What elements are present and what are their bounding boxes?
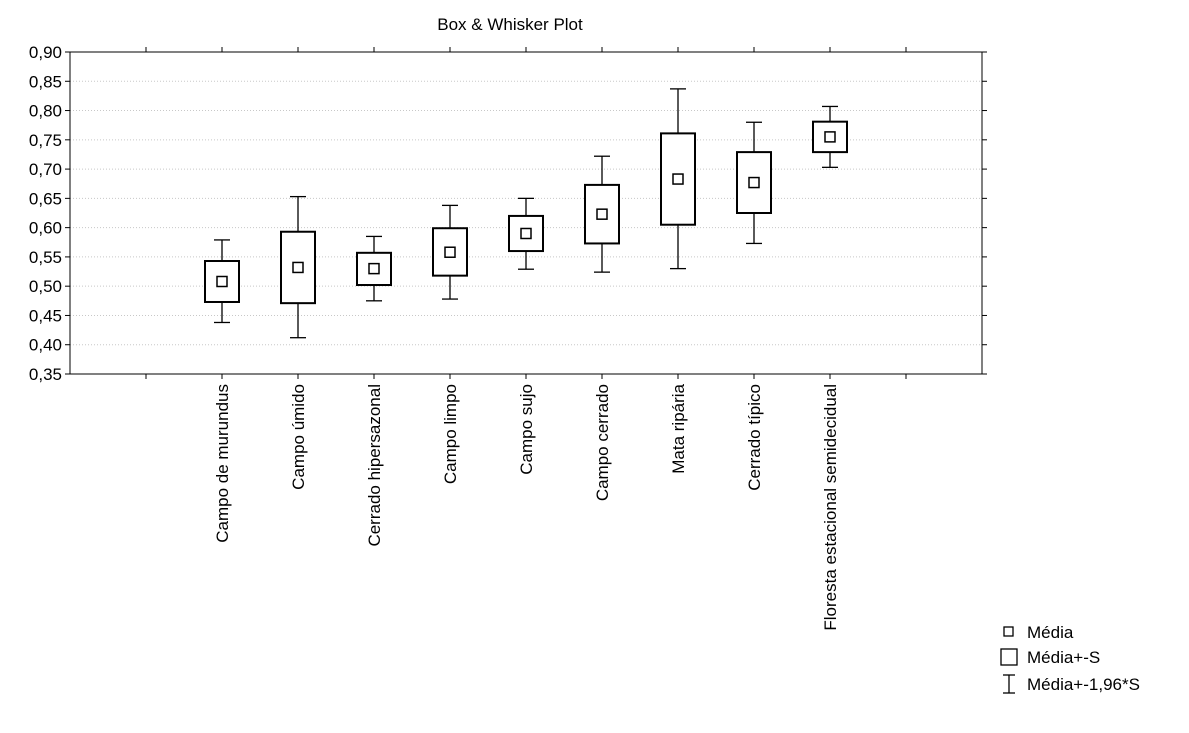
mean-marker <box>444 246 456 258</box>
x-tick-label: Campo de murundus <box>213 384 232 543</box>
box-group <box>432 204 468 300</box>
x-axis: Campo de murundus Campo úmido Cerrado hipe… <box>145 47 907 631</box>
box-group <box>736 121 772 245</box>
x-tick-label: Floresta estacional semidecidual <box>821 384 840 631</box>
y-tick-label: 0,80 <box>29 102 62 121</box>
mean-marker <box>216 275 228 288</box>
box-group <box>280 195 316 339</box>
mean-marker <box>748 176 760 189</box>
legend-whisker-label: Média+-1,96*S <box>1027 675 1140 694</box>
box <box>736 151 772 215</box>
box-group <box>660 88 696 270</box>
mean-marker <box>292 261 304 274</box>
x-tick-label: Cerrado hipersazonal <box>365 384 384 547</box>
y-tick-label: 0,85 <box>29 72 62 91</box>
box-group <box>508 197 544 270</box>
chart-title: Box & Whisker Plot <box>437 15 583 34</box>
box <box>812 120 848 154</box>
mean-marker <box>824 131 836 143</box>
box-group <box>204 239 240 324</box>
y-tick-label: 0,55 <box>29 248 62 267</box>
mean-marker <box>596 208 608 220</box>
mean-marker <box>520 227 532 240</box>
y-tick-label: 0,60 <box>29 219 62 238</box>
x-tick-label: Cerrado típico <box>745 384 764 491</box>
box-group <box>584 155 620 273</box>
y-axis: 0,35 0,40 0,45 0,50 0,55 0,60 0,65 0,70 0,75 0,80… <box>29 43 987 384</box>
x-tick-label: Campo úmido <box>289 384 308 490</box>
y-tick-label: 0,35 <box>29 365 62 384</box>
box-group <box>356 235 392 302</box>
mean-marker <box>368 262 380 275</box>
y-tick-label: 0,45 <box>29 306 62 325</box>
y-tick-label: 0,40 <box>29 336 62 355</box>
mean-marker <box>672 173 684 185</box>
legend-whisker-marker <box>1003 674 1015 694</box>
box-group <box>812 105 848 168</box>
y-tick-label: 0,70 <box>29 160 62 179</box>
legend-mean-label: Média <box>1027 623 1074 642</box>
legend-mean-marker <box>1003 626 1014 637</box>
y-tick-label: 0,50 <box>29 277 62 296</box>
y-tick-label: 0,90 <box>29 43 62 62</box>
x-tick-label: Campo sujo <box>517 384 536 475</box>
boxes <box>204 88 848 339</box>
x-tick-label: Campo limpo <box>441 384 460 484</box>
x-tick-label: Mata ripária <box>669 383 688 473</box>
legend-box-marker <box>1000 648 1018 666</box>
legend-box-label: Média+-S <box>1027 648 1100 667</box>
x-tick-label: Campo cerrado <box>593 384 612 501</box>
y-tick-label: 0,75 <box>29 131 62 150</box>
legend: Média Média+-S Média+-1,96*S <box>1000 623 1140 694</box>
y-tick-label: 0,65 <box>29 189 62 208</box>
